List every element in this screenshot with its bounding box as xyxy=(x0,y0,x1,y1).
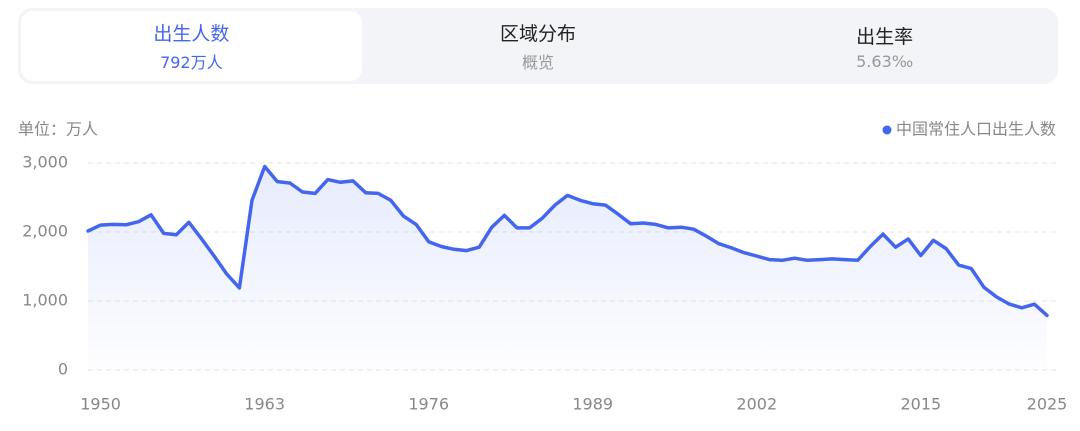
tab-subtitle: 概览 xyxy=(522,53,555,72)
y-tick-label: 3,000 xyxy=(22,153,68,172)
tab[interactable]: 出生人数 792万人 xyxy=(21,11,362,81)
x-tick-label: 1976 xyxy=(408,395,449,414)
x-tick-label: 1963 xyxy=(244,395,285,414)
x-tick-label: 2002 xyxy=(736,395,777,414)
unit-label: 单位：万人 xyxy=(18,120,98,139)
tab-subtitle: 5.63‰ xyxy=(856,51,914,71)
legend-label: 中国常住人口出生人数 xyxy=(896,120,1056,139)
tab-subtitle: 792万人 xyxy=(160,53,223,72)
tab-title: 出生人数 xyxy=(153,23,230,45)
tab-title: 区域分布 xyxy=(500,23,577,45)
line xyxy=(86,164,1049,318)
x-tick-label: 1989 xyxy=(572,395,613,414)
tab[interactable]: 出生率 5.63‰ xyxy=(714,11,1055,81)
tab[interactable]: 区域分布 概览 xyxy=(368,11,709,81)
x-tick-label: 2025 xyxy=(1027,395,1068,414)
tab-title: 出生率 xyxy=(856,25,914,48)
tab-bar: 出生人数 792万人 区域分布概览 出生率 5.63‰ xyxy=(18,8,1058,84)
area xyxy=(88,166,1047,370)
x-tick-label: 2015 xyxy=(900,395,941,414)
y-tick-label: 2,000 xyxy=(22,222,68,241)
x-tick-label: 1950 xyxy=(80,395,121,414)
legend-marker xyxy=(882,125,892,135)
y-tick-label: 0 xyxy=(58,360,68,379)
y-tick-label: 1,000 xyxy=(22,291,68,310)
